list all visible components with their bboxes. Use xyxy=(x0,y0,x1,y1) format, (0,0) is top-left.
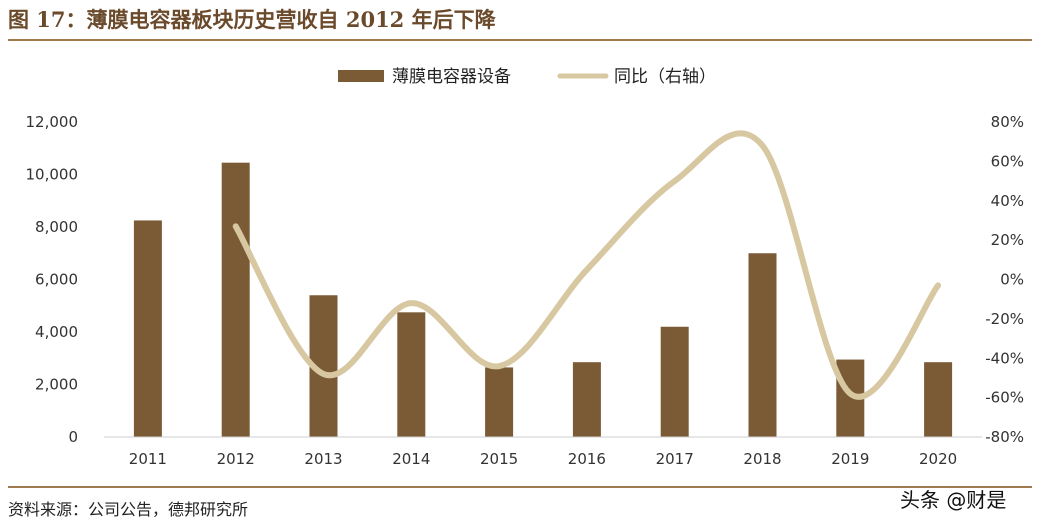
left-tick-label: 0 xyxy=(68,428,78,446)
chart-legend: 薄膜电容器设备 同比（右轴） xyxy=(338,67,716,87)
left-axis: 0 2,000 4,000 6,000 8,000 10,000 12,000 xyxy=(26,113,79,446)
x-tick-label: 2011 xyxy=(129,450,167,468)
bar-2014 xyxy=(397,312,426,437)
left-tick-label: 4,000 xyxy=(35,323,78,341)
right-tick-label: 40% xyxy=(991,192,1024,210)
bar-2016 xyxy=(572,362,601,437)
x-tick-label: 2019 xyxy=(831,450,869,468)
right-tick-label: 0% xyxy=(1000,271,1024,289)
x-tick-label: 2014 xyxy=(392,450,430,468)
watermark: 头条 @财是 xyxy=(900,488,1007,512)
legend-label-line: 同比（右轴） xyxy=(614,67,716,87)
left-tick-label: 2,000 xyxy=(35,376,78,394)
left-tick-label: 12,000 xyxy=(26,113,79,131)
x-tick-label: 2017 xyxy=(656,450,694,468)
bar-2018 xyxy=(748,253,777,437)
yoy-line xyxy=(232,130,942,400)
x-tick-label: 2020 xyxy=(919,450,957,468)
legend-label-bar: 薄膜电容器设备 xyxy=(392,67,511,87)
footer-divider xyxy=(8,486,1032,488)
figure-title: 图 17：薄膜电容器板块历史营收自 2012 年后下降 xyxy=(8,7,496,32)
x-tick-label: 2015 xyxy=(480,450,518,468)
bar-2012 xyxy=(221,162,250,437)
source-note: 资料来源：公司公告，德邦研究所 xyxy=(8,500,249,519)
revenue-chart: 薄膜电容器设备 同比（右轴） 0 2,000 4,000 6,000 8,000 10,0… xyxy=(26,67,1025,468)
bar-2020 xyxy=(924,362,953,437)
right-tick-label: -40% xyxy=(985,349,1024,367)
bar-2011 xyxy=(133,220,162,437)
left-tick-label: 6,000 xyxy=(35,271,78,289)
left-tick-label: 8,000 xyxy=(35,218,78,236)
right-tick-label: -80% xyxy=(985,428,1024,446)
x-tick-label: 2016 xyxy=(568,450,606,468)
right-tick-label: -60% xyxy=(985,389,1024,407)
x-tick-label: 2018 xyxy=(743,450,781,468)
right-axis: -80% -60% -40% -20% 0% 20% 40% 60% 80% xyxy=(985,113,1024,446)
right-tick-label: 20% xyxy=(991,231,1024,249)
right-tick-label: 80% xyxy=(991,113,1024,131)
bar-series xyxy=(133,162,953,437)
x-axis: 2011 2012 2013 2014 2015 2016 2017 2018 2019 2020 xyxy=(129,450,957,468)
right-tick-label: 60% xyxy=(991,152,1024,170)
legend-swatch-bar xyxy=(338,70,384,82)
bar-2017 xyxy=(660,326,689,437)
x-tick-label: 2012 xyxy=(217,450,255,468)
left-tick-label: 10,000 xyxy=(26,166,79,184)
title-divider xyxy=(8,39,1032,41)
x-tick-label: 2013 xyxy=(304,450,342,468)
bar-2015 xyxy=(485,367,514,437)
right-tick-label: -20% xyxy=(985,310,1024,328)
yoy-line-series xyxy=(232,130,942,400)
